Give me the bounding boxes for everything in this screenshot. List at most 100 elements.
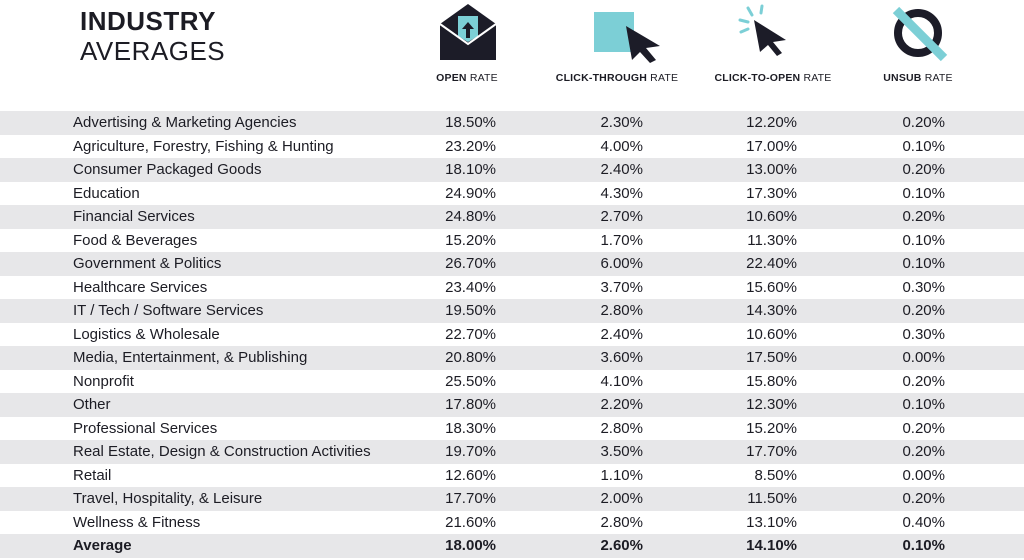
unsub-rate-value: 0.30%: [902, 325, 945, 343]
click-through-rate-value: 2.70%: [600, 208, 643, 225]
table-row: Travel, Hospitality, & Leisure 17.70% 2.00…: [0, 487, 1024, 511]
unsub-rate-value: 0.40%: [902, 513, 945, 531]
click-to-open-rate-value: 11.30%: [747, 231, 797, 249]
table-row: Financial Services 24.80% 2.70% 10.60% 0.20%: [0, 205, 1024, 229]
table-row: Education 24.90% 4.30% 17.30% 0.10%: [0, 182, 1024, 206]
unsub-rate-value: 0.20%: [902, 302, 945, 319]
industry-name: Healthcare Services: [73, 278, 208, 296]
open-rate-value: 23.20%: [445, 137, 496, 155]
click-to-open-rate-value: 22.40%: [746, 255, 797, 272]
industry-name: Advertising & Marketing Agencies: [73, 114, 297, 131]
click-to-open-rate-value: 10.60%: [746, 325, 797, 343]
table-row-average: Average 18.00% 2.60% 14.10% 0.10%: [0, 534, 1024, 558]
click-to-open-rate-value: 14.30%: [746, 302, 797, 319]
table-row: Government & Politics 26.70% 6.00% 22.40% 0.…: [0, 252, 1024, 276]
click-through-rate-value: 2.40%: [600, 325, 643, 343]
industry-name: Logistics & Wholesale: [73, 325, 220, 343]
table-row: Media, Entertainment, & Publishing 20.80%…: [0, 346, 1024, 370]
open-rate-value: 17.70%: [445, 490, 496, 507]
table-row: Retail 12.60% 1.10% 8.50% 0.00%: [0, 464, 1024, 488]
click-to-open-rate-value: 12.30%: [746, 396, 797, 413]
title-line-1: INDUSTRY: [80, 6, 216, 36]
table-row: Real Estate, Design & Construction Activ…: [0, 440, 1024, 464]
unsub-rate-value: 0.10%: [902, 137, 945, 155]
column-label-unsub-rate: UNSUB RATE: [883, 72, 953, 84]
industry-name: Real Estate, Design & Construction Activ…: [73, 443, 371, 460]
page-title: INDUSTRY AVERAGES: [80, 6, 225, 66]
unsub-rate-value: 0.10%: [902, 231, 945, 249]
column-label-click-to-open-rate: CLICK-TO-OPEN RATE: [714, 72, 832, 84]
unsub-rate-value: 0.10%: [902, 537, 945, 554]
table-row: Food & Beverages 15.20% 1.70% 11.30% 0.10%: [0, 229, 1024, 253]
open-rate-value: 18.00%: [445, 537, 496, 554]
click-to-open-rate-value: 17.00%: [746, 137, 797, 155]
table-row: Consumer Packaged Goods 18.10% 2.40% 13.00%…: [0, 158, 1024, 182]
open-rate-value: 18.10%: [445, 161, 496, 178]
open-rate-value: 25.50%: [445, 372, 496, 390]
open-rate-value: 26.70%: [445, 255, 496, 272]
table-row: Healthcare Services 23.40% 3.70% 15.60% 0.30…: [0, 276, 1024, 300]
open-rate-value: 24.90%: [445, 184, 496, 202]
industry-name: Other: [73, 396, 111, 413]
click-through-rate-value: 2.80%: [600, 513, 643, 531]
industry-name: Government & Politics: [73, 255, 222, 272]
click-through-rate-value: 4.30%: [600, 184, 643, 202]
industry-name: Financial Services: [73, 208, 195, 225]
unsub-rate-value: 0.20%: [902, 208, 945, 225]
title-line-2: AVERAGES: [80, 36, 226, 66]
unsub-rate-value: 0.10%: [902, 396, 945, 413]
click-to-open-rate-value: 15.60%: [746, 278, 797, 296]
industry-name: Media, Entertainment, & Publishing: [73, 349, 308, 366]
unsub-rate-value: 0.20%: [902, 161, 945, 178]
click-through-rate-value: 2.60%: [600, 537, 643, 554]
industry-name: Education: [73, 184, 140, 202]
industry-name: Agriculture, Forestry, Fishing & Hunting: [73, 137, 334, 155]
click-through-rate-value: 2.20%: [600, 396, 643, 413]
click-through-rate-value: 4.10%: [600, 372, 643, 390]
open-rate-value: 20.80%: [445, 349, 496, 366]
table-row: Nonprofit 25.50% 4.10% 15.80% 0.20%: [0, 370, 1024, 394]
open-rate-value: 19.50%: [445, 302, 496, 319]
click-to-open-rate-value: 8.50%: [754, 466, 797, 484]
open-rate-value: 22.70%: [445, 325, 496, 343]
industry-name: Travel, Hospitality, & Leisure: [73, 490, 263, 507]
click-to-open-rate-value: 15.20%: [746, 419, 797, 437]
open-rate-value: 21.60%: [445, 513, 496, 531]
column-label-click-through-rate: CLICK-THROUGH RATE: [555, 72, 679, 84]
industry-name: IT / Tech / Software Services: [73, 302, 264, 319]
click-to-open-rate-value: 13.10%: [746, 513, 797, 531]
click-to-open-rate-value: 17.30%: [746, 184, 797, 202]
click-to-open-rate-value: 15.80%: [746, 372, 797, 390]
open-rate-value: 19.70%: [445, 443, 496, 460]
table-row: Advertising & Marketing Agencies 18.50% 2.…: [0, 111, 1024, 135]
table-row: IT / Tech / Software Services 19.50% 2.80%…: [0, 299, 1024, 323]
click-cursor-icon: [738, 4, 786, 56]
table-row: Logistics & Wholesale 22.70% 2.40% 10.60% 0.…: [0, 323, 1024, 347]
unsub-rate-value: 0.20%: [902, 419, 945, 437]
click-to-open-rate-value: 17.70%: [746, 443, 797, 460]
click-through-rate-value: 2.80%: [600, 302, 643, 319]
open-rate-value: 17.80%: [445, 396, 496, 413]
open-rate-value: 18.50%: [445, 114, 496, 131]
click-through-rate-value: 2.40%: [600, 161, 643, 178]
click-through-rate-value: 1.70%: [600, 231, 643, 249]
industry-name: Retail: [73, 466, 112, 484]
click-through-rate-value: 3.50%: [600, 443, 643, 460]
click-through-rate-value: 4.00%: [600, 137, 643, 155]
click-to-open-rate-value: 10.60%: [746, 208, 797, 225]
industry-name: Nonprofit: [73, 372, 134, 390]
industry-name: Consumer Packaged Goods: [73, 161, 262, 178]
open-rate-value: 12.60%: [445, 466, 496, 484]
open-rate-value: 23.40%: [445, 278, 496, 296]
open-rate-value: 18.30%: [445, 419, 496, 437]
industry-name: Wellness & Fitness: [73, 513, 201, 531]
average-label: Average: [73, 537, 132, 554]
click-through-rate-value: 2.00%: [600, 490, 643, 507]
click-to-open-rate-value: 12.20%: [746, 114, 797, 131]
click-through-rate-value: 1.10%: [600, 466, 643, 484]
unsub-rate-value: 0.20%: [902, 372, 945, 390]
table-row: Professional Services 18.30% 2.80% 15.20% 0.…: [0, 417, 1024, 441]
unsub-rate-value: 0.30%: [902, 278, 945, 296]
table-row: Other 17.80% 2.20% 12.30% 0.10%: [0, 393, 1024, 417]
unsub-rate-value: 0.20%: [902, 114, 945, 131]
